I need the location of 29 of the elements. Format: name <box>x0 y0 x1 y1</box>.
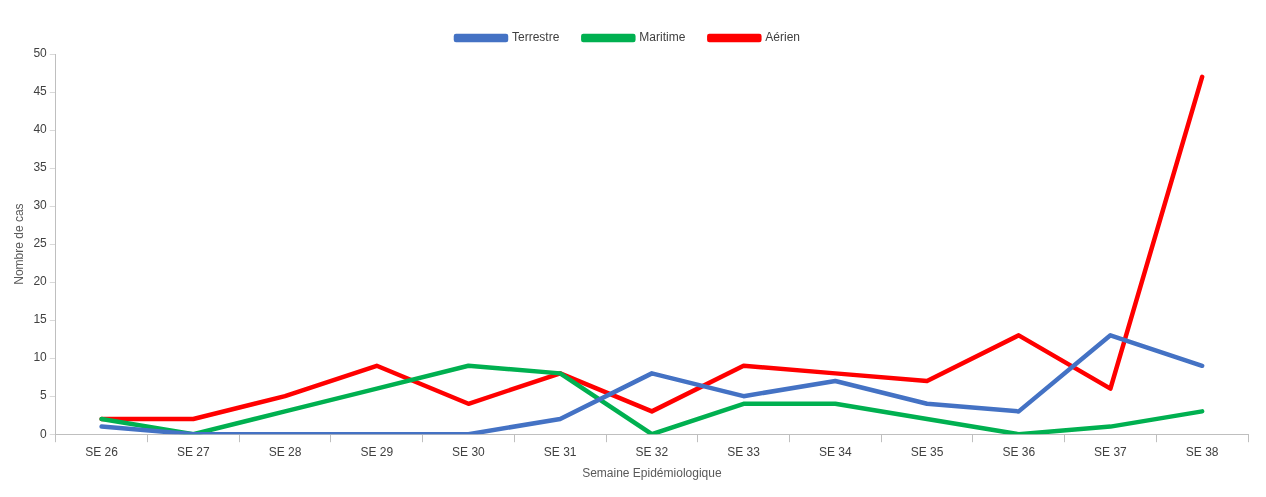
y-tick-label: 50 <box>33 46 48 61</box>
x-tick-label: SE 27 <box>176 444 210 459</box>
y-tick-label: 10 <box>33 350 48 365</box>
x-tick-label: SE 38 <box>1185 444 1219 459</box>
y-tick-label: 20 <box>33 274 48 289</box>
x-axis-title: Semaine Epidémiologique <box>582 466 722 481</box>
y-tick-label: 45 <box>33 84 48 99</box>
y-axis-title: Nombre de cas <box>11 203 26 285</box>
legend-label: Terrestre <box>511 30 560 45</box>
y-tick-label: 15 <box>33 312 48 327</box>
y-tick-label: 5 <box>40 388 48 403</box>
x-tick-label: SE 36 <box>1002 444 1036 459</box>
y-tick-label: 0 <box>40 426 48 441</box>
x-tick-label: SE 35 <box>910 444 944 459</box>
legend-label: Aérien <box>765 30 801 45</box>
x-tick-label: SE 29 <box>360 444 394 459</box>
x-tick-label: SE 32 <box>635 444 669 459</box>
x-tick-label: SE 31 <box>543 444 577 459</box>
y-tick-label: 40 <box>33 122 48 137</box>
x-tick-label: SE 37 <box>1094 444 1128 459</box>
y-tick-label: 35 <box>33 160 48 175</box>
x-tick-label: SE 30 <box>452 444 486 459</box>
legend-label: Maritime <box>639 30 686 45</box>
x-tick-label: SE 34 <box>818 444 852 459</box>
x-tick-label: SE 28 <box>268 444 302 459</box>
y-tick-label: 30 <box>33 198 48 213</box>
y-tick-label: 25 <box>33 236 48 251</box>
x-tick-label: SE 33 <box>727 444 761 459</box>
x-tick-label: SE 26 <box>85 444 119 459</box>
